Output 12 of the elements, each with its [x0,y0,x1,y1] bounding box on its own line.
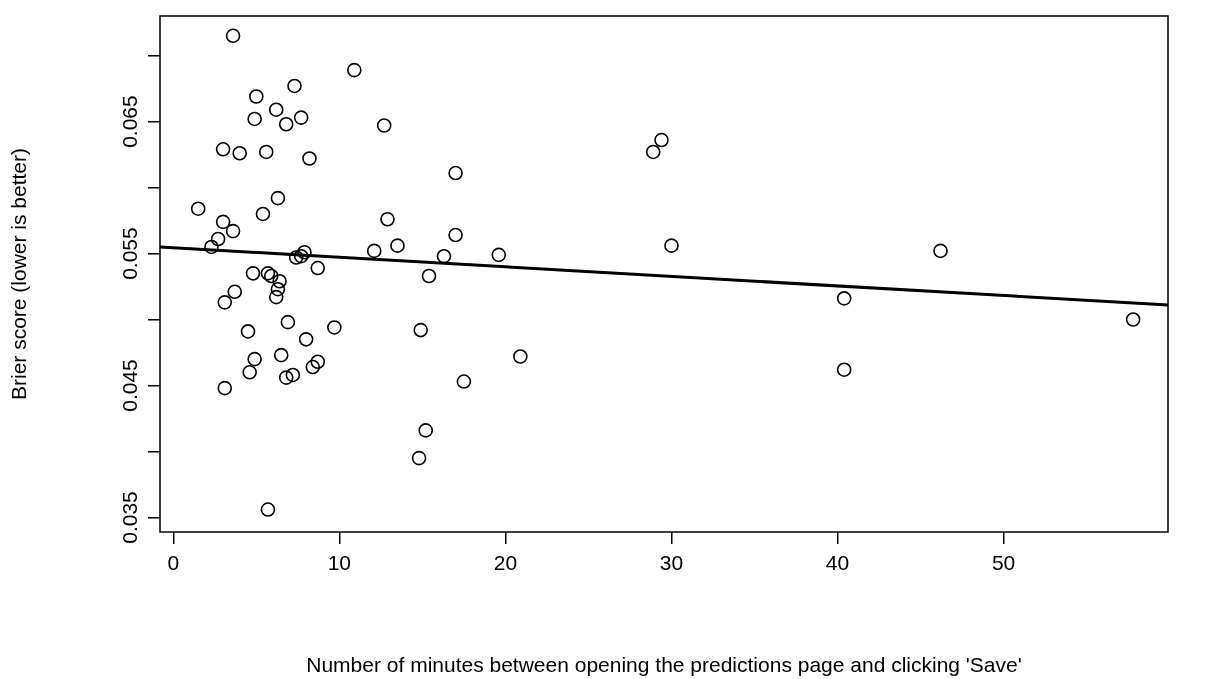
x-tick-label: 40 [825,551,850,575]
x-tick-label: 20 [493,551,518,575]
y-tick-label: 0.065 [118,95,142,148]
y-axis-title: Brier score (lower is better) [7,147,31,401]
y-tick-label: 0.035 [118,491,142,544]
x-tick-label: 0 [167,551,180,575]
x-tick-label: 30 [659,551,684,575]
x-tick-label: 10 [327,551,352,575]
x-axis-title: Number of minutes between opening the predictions page and clicking 'Save' [306,653,1022,677]
x-tick-label: 50 [991,551,1016,575]
y-tick-label: 0.055 [118,227,142,280]
y-tick-label: 0.045 [118,359,142,412]
